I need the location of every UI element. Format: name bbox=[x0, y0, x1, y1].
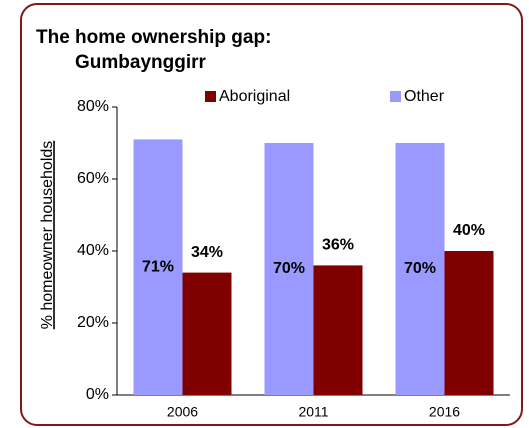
legend-swatch bbox=[205, 91, 216, 102]
y-axis-label: % homeowner households bbox=[39, 141, 56, 330]
y-tick-label: 0% bbox=[86, 386, 109, 403]
value-label: 70% bbox=[404, 260, 436, 277]
bar bbox=[444, 251, 494, 395]
bar bbox=[395, 143, 445, 395]
y-tick-label: 60% bbox=[77, 170, 109, 187]
bar bbox=[182, 272, 232, 395]
chart-title: Gumbaynggirr bbox=[75, 52, 207, 73]
value-label: 34% bbox=[191, 244, 223, 261]
bar bbox=[313, 265, 363, 395]
legend-label: Aboriginal bbox=[219, 88, 290, 105]
value-label: 40% bbox=[453, 222, 485, 239]
x-tick-label: 2011 bbox=[298, 404, 328, 420]
y-tick-label: 20% bbox=[77, 314, 109, 331]
legend-label: Other bbox=[404, 88, 445, 105]
bar bbox=[264, 143, 314, 395]
x-tick-label: 2016 bbox=[429, 404, 460, 420]
x-tick-label: 2006 bbox=[167, 404, 198, 420]
value-label: 71% bbox=[142, 258, 174, 275]
chart-title: The home ownership gap: bbox=[36, 27, 271, 48]
value-label: 36% bbox=[322, 237, 354, 254]
bar bbox=[133, 139, 183, 395]
y-tick-label: 80% bbox=[77, 98, 109, 115]
value-label: 70% bbox=[273, 260, 305, 277]
y-tick-label: 40% bbox=[77, 242, 109, 259]
legend-swatch bbox=[390, 91, 401, 102]
